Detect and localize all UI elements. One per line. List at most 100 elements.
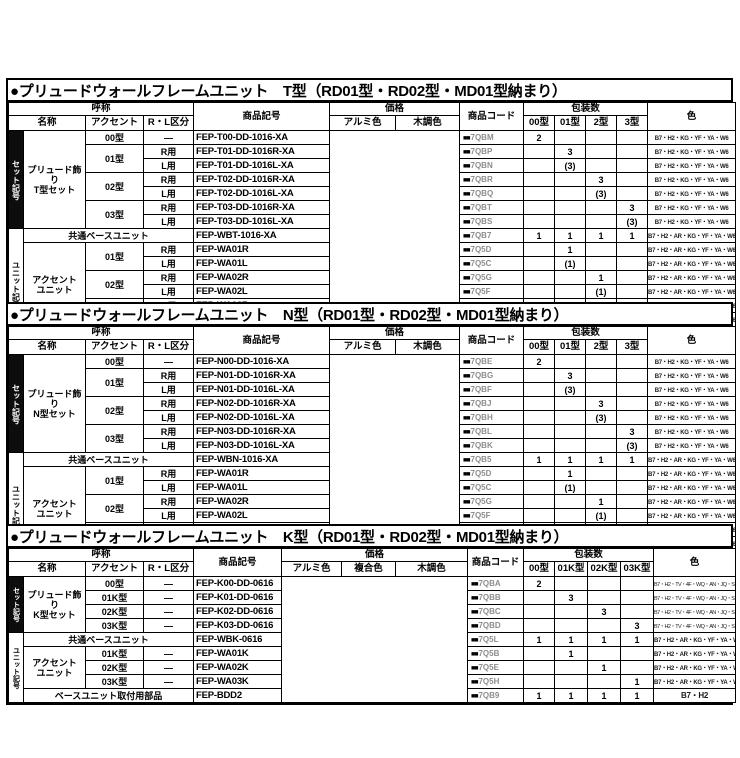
column-header: R・L区分	[142, 561, 195, 577]
column-header: 01K型	[554, 561, 589, 577]
table-row: L用 FEP-T03-DD-1016L-XA ■■7QBS (3) B7・H2・KG・Y…	[9, 214, 737, 229]
accent-type-cell: 01型	[85, 242, 144, 271]
package-count-cell	[620, 604, 655, 619]
column-header: 03K型	[620, 561, 655, 577]
rl-division-cell: L用	[142, 508, 195, 523]
color-codes-cell: B7・H2・KG・YF・YA・W6	[647, 172, 737, 187]
product-symbol-cell: FEP-T03-DD-1016L-XA	[193, 214, 331, 229]
rl-division-cell: —	[142, 604, 195, 619]
product-symbol-cell: FEP-N02-DD-1016R-XA	[193, 396, 331, 411]
package-count-cell: 1	[587, 632, 622, 647]
table-title-text: ●プリュードウォールフレームユニット N型（RD01型・RD02型・MD01型納…	[10, 306, 569, 324]
masked-digits-squares: ■■	[471, 637, 479, 644]
package-count-cell: 3	[585, 172, 618, 187]
package-count-cell: 2	[523, 576, 556, 591]
table-row: L用 FEP-T01-DD-1016L-XA ■■7QBN (3) B7・H2・KG・Y…	[9, 158, 737, 173]
merged-name-cell: 共通ベースユニット	[22, 452, 195, 467]
package-count-cell	[554, 396, 587, 411]
masked-digits-squares: ■■	[471, 665, 479, 672]
package-count-cell	[523, 200, 556, 215]
package-count-cell	[554, 674, 589, 689]
color-codes-cell: B7・H2・TV・4F・WQ・AN・JQ・S1・PV・4D	[653, 604, 737, 619]
section-label: ユニット記号	[8, 632, 24, 703]
column-header: 商品コード	[459, 326, 525, 355]
product-symbol-cell: FEP-K02-DD-0616	[193, 604, 283, 619]
table-row: セット記号 プリュード飾り K型セット 00型 — FEP-K00-DD-0616 ■■7…	[8, 576, 737, 703]
package-count-cell	[620, 660, 655, 675]
package-count-cell	[523, 466, 556, 481]
product-code: 7QB7	[470, 231, 492, 240]
table-row: L用 FEP-WA02L ■■7Q5F (1) B7・H2・AR・KG・YF・YA・W6	[9, 508, 737, 523]
header-row: 名称 アクセント R・L区分 アルミ色 木調色 00型 01型 2型 3型	[8, 115, 736, 131]
header-row: 呼称 商品記号 価格 商品コード 包装数色	[7, 548, 737, 577]
merged-name-cell: 共通ベースユニット	[22, 632, 195, 647]
color-codes-cell: B7・H2・KG・YF・YA・W6	[647, 438, 737, 453]
package-count-cell: 1	[616, 452, 649, 467]
package-count-cell	[616, 270, 649, 285]
product-code-cell: ■■7Q5G	[459, 494, 525, 509]
table-row: 02K型 — FEP-K02-DD-0616 ■■7QBC 3 B7・H2・TV・4F・W…	[9, 604, 737, 619]
product-symbol-cell: FEP-N02-DD-1016L-XA	[193, 410, 331, 425]
package-count-cell	[554, 354, 587, 369]
color-codes-cell: B7・H2	[653, 688, 737, 703]
product-code-cell: ■■7Q5F	[459, 508, 525, 523]
package-count-cell	[523, 144, 556, 159]
column-header: 名称	[8, 115, 86, 131]
column-header: R・L区分	[142, 115, 195, 131]
color-codes-cell: B7・H2・AR・KG・YF・YA・W6	[647, 480, 737, 495]
color-codes-cell: B7・H2・TV・4F・WQ・AN・JQ・S1・PV・4D	[653, 590, 737, 605]
product-code-cell: ■■7Q5D	[459, 242, 525, 257]
product-symbol-cell: FEP-WA02R	[193, 270, 331, 285]
product-code-cell: ■■7QB9	[467, 688, 525, 703]
column-header: 呼称	[7, 102, 195, 116]
package-count-cell	[523, 674, 556, 689]
package-count-cell	[554, 410, 587, 425]
rl-division-cell: R用	[142, 396, 195, 411]
package-count-cell: 3	[554, 590, 589, 605]
package-count-cell	[587, 674, 622, 689]
package-count-cell: 1	[554, 688, 589, 703]
product-symbol-cell: FEP-K01-DD-0616	[193, 590, 283, 605]
product-code: 7Q5G	[470, 497, 492, 506]
color-codes-cell: B7・H2・KG・YF・YA・W6	[647, 200, 737, 215]
masked-digits-squares: ■■	[463, 429, 471, 436]
product-code-cell: ■■7QBK	[459, 438, 525, 453]
rl-division-cell: —	[142, 576, 195, 591]
column-header: 色	[647, 326, 737, 355]
table-row: 01型 R用 FEP-T01-DD-1016R-XA ■■7QBP 3 B7・H2・KG・…	[9, 144, 737, 173]
accent-type-cell: 03K型	[85, 674, 144, 689]
product-symbol-cell: FEP-BDD2	[193, 688, 283, 703]
package-count-cell	[585, 158, 618, 173]
masked-digits-squares: ■■	[463, 191, 471, 198]
package-count-cell: (3)	[616, 214, 649, 229]
column-header: アクセント	[85, 339, 144, 355]
product-code-cell: ■■7Q5C	[459, 480, 525, 495]
package-count-cell	[554, 214, 587, 229]
column-header: 木調色	[395, 561, 469, 577]
masked-digits-squares: ■■	[471, 609, 479, 616]
color-codes-cell: B7・H2・AR・KG・YF・YA・W6	[653, 632, 737, 647]
package-count-cell: 1	[554, 646, 589, 661]
package-count-cell: (3)	[585, 186, 618, 201]
accent-type-cell: 01K型	[85, 590, 144, 605]
package-count-cell	[585, 368, 618, 383]
table-row: L用 FEP-N02-DD-1016L-XA ■■7QBH (3) B7・H2・KG・Y…	[9, 410, 737, 425]
table-row: 02型 R用 FEP-WA02R ■■7Q5G 1 B7・H2・AR・KG・YF・YA・W…	[9, 494, 737, 523]
package-count-cell	[523, 646, 556, 661]
masked-digits-squares: ■■	[463, 247, 471, 254]
product-code-cell: ■■7QBA	[467, 576, 525, 591]
accent-type-cell: 02K型	[85, 604, 144, 619]
product-code: 7QBF	[470, 385, 492, 394]
package-count-cell: 2	[523, 130, 556, 145]
color-codes-cell: B7・H2・KG・YF・YA・W6	[647, 424, 737, 439]
package-count-cell: 1	[585, 270, 618, 285]
table-row: 02型 R用 FEP-WA02R ■■7Q5G 1 B7・H2・AR・KG・YF・YA・W…	[9, 270, 737, 299]
merged-name-cell: ベースユニット取付用部品	[22, 688, 195, 703]
masked-digits-squares: ■■	[463, 275, 471, 282]
column-header: R・L区分	[142, 339, 195, 355]
product-code-cell: ■■7Q5C	[459, 256, 525, 271]
package-count-cell	[587, 646, 622, 661]
product-code-cell: ■■7QBN	[459, 158, 525, 173]
column-header: 呼称	[7, 548, 195, 562]
masked-digits-squares: ■■	[471, 595, 479, 602]
